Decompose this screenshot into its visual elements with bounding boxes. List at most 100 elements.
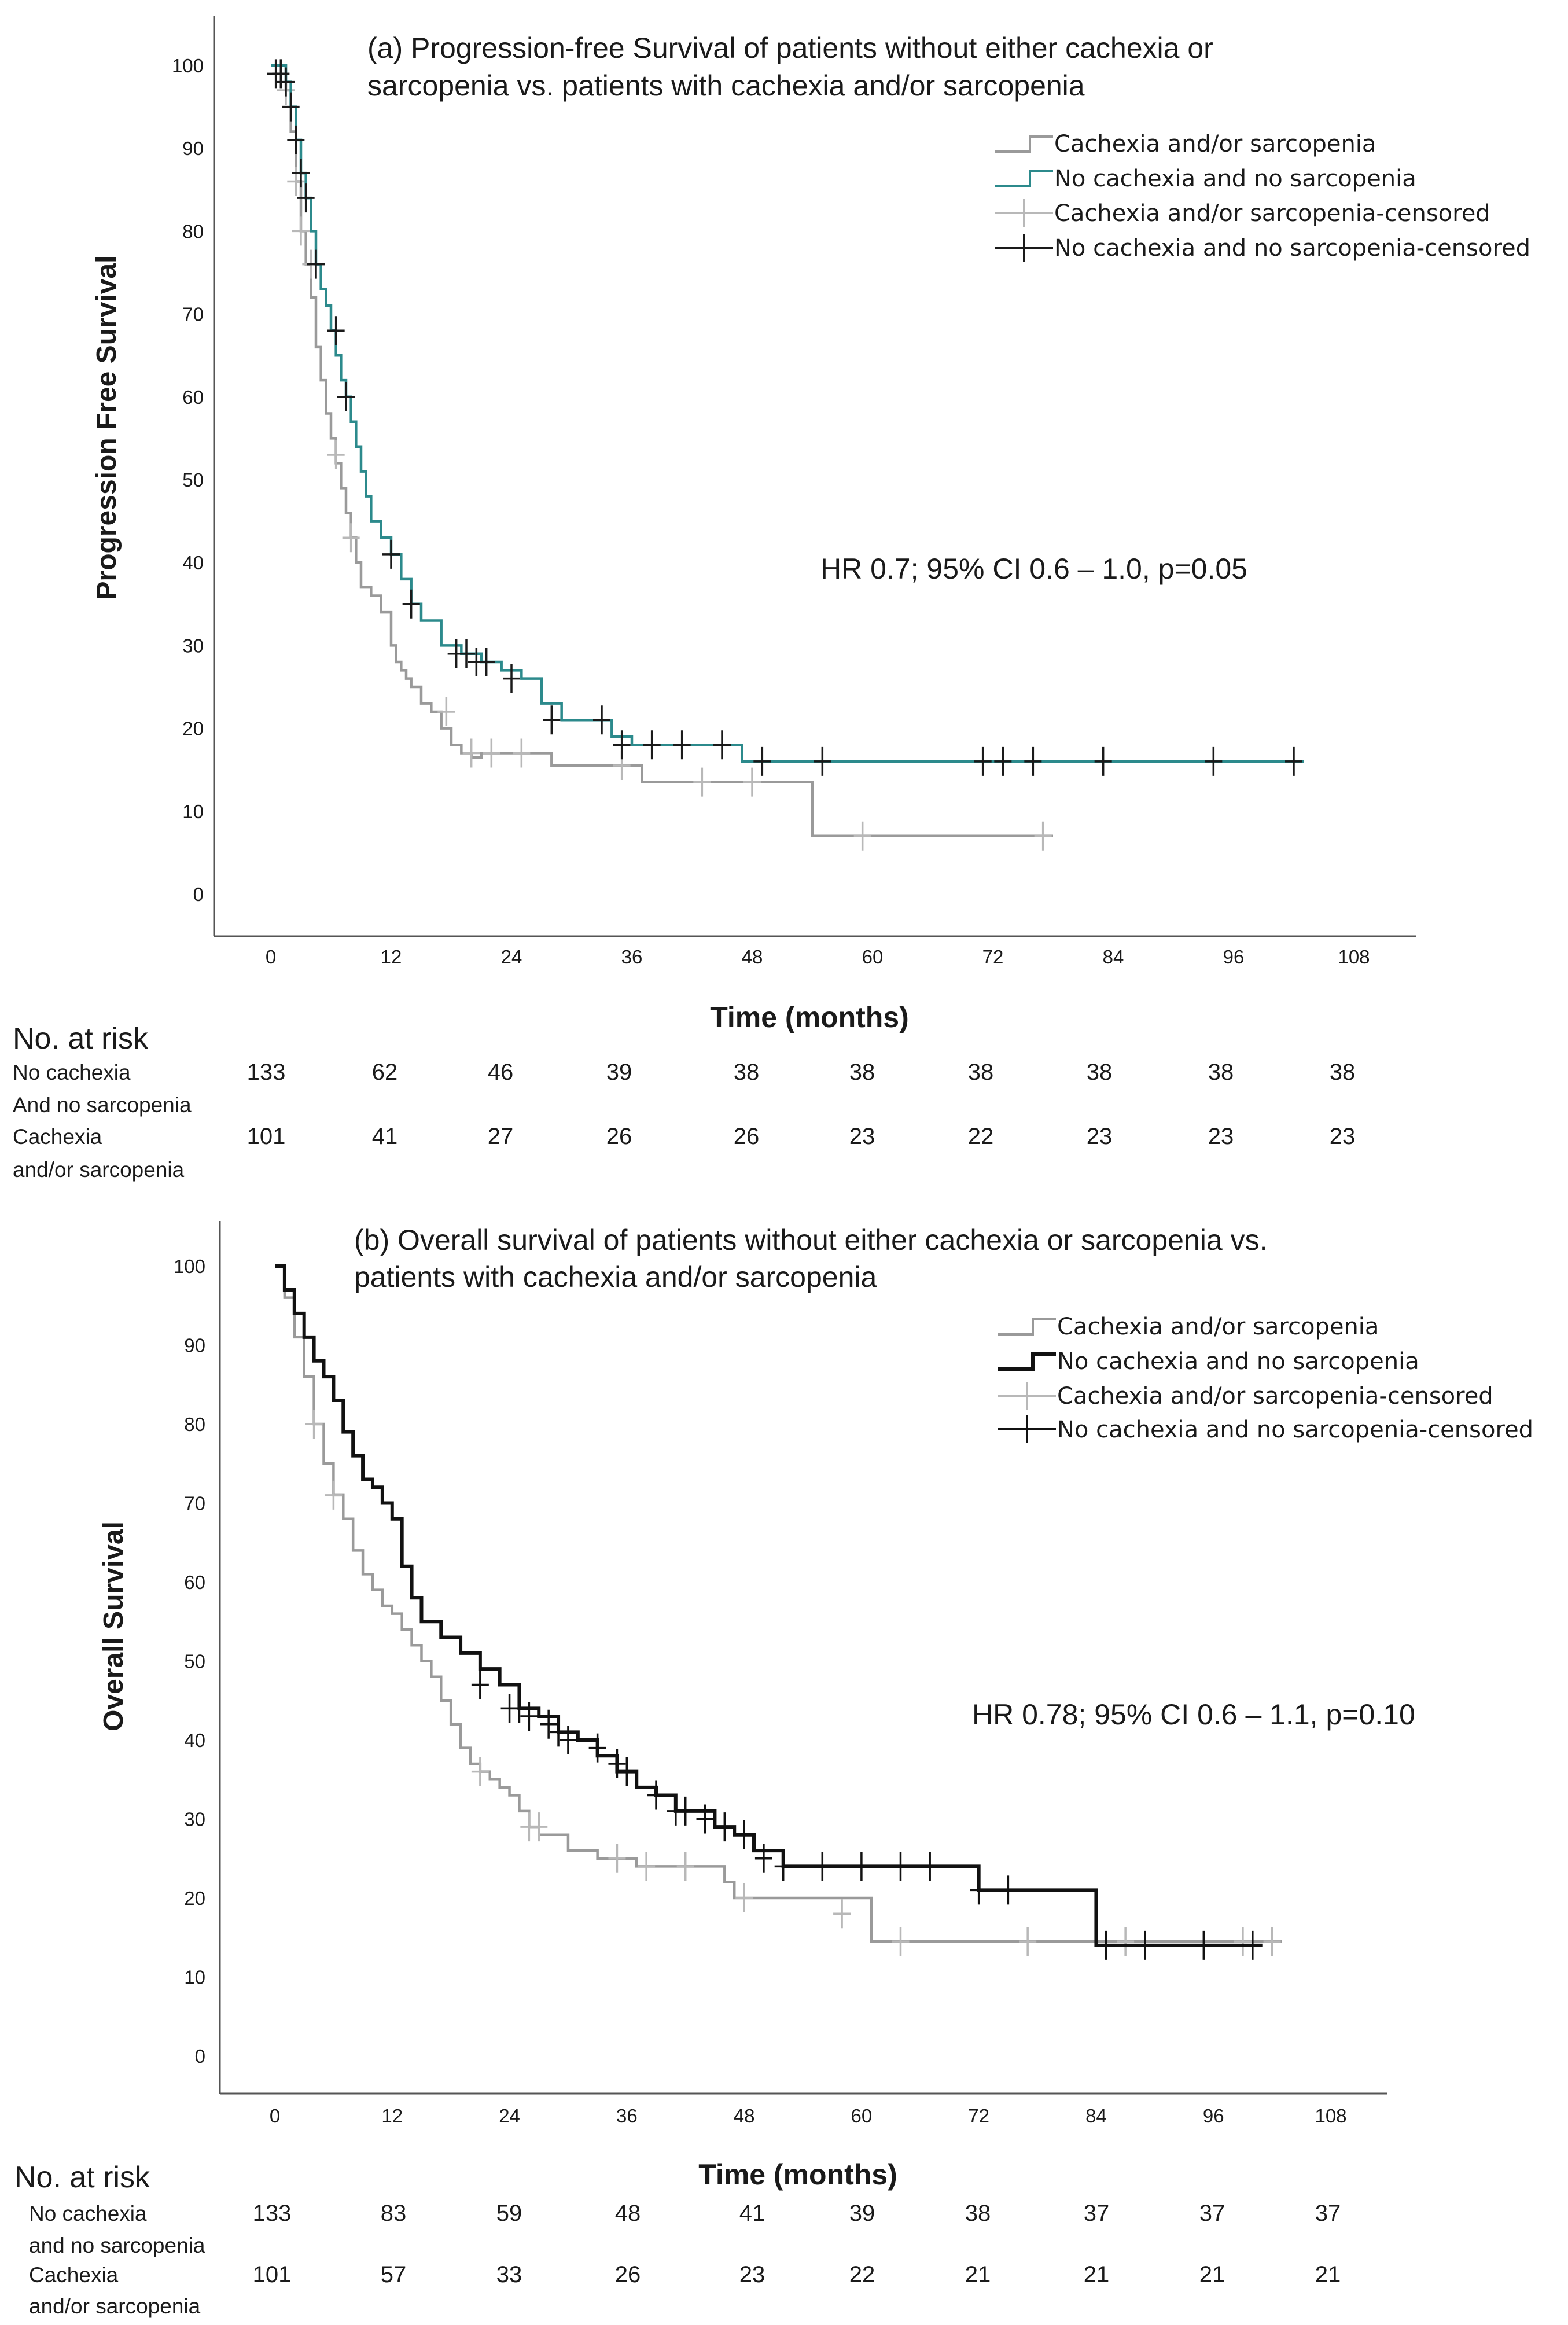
y-axis-title: Overall Survival	[98, 1521, 129, 1731]
x-tick-label: 0	[266, 946, 276, 967]
chart-title: sarcopenia vs. patients with cachexia an…	[367, 69, 1085, 102]
x-tick-label: 108	[1315, 2105, 1346, 2127]
censor-mark-cachexia-and-or-sarcopenia	[743, 767, 761, 797]
y-tick-label: 30	[184, 1809, 205, 1830]
censor-mark-no-cachexia-no-sarcopenia	[382, 539, 400, 569]
at-risk-row-label: No cachexia	[13, 1061, 131, 1084]
censor-mark-cachexia-and-or-sarcopenia	[471, 1757, 489, 1786]
censor-mark-cachexia-and-or-sarcopenia	[1117, 1927, 1135, 1956]
censor-mark-cachexia-and-or-sarcopenia	[462, 738, 480, 768]
x-tick-label: 24	[499, 2105, 520, 2127]
censor-mark-no-cachexia-no-sarcopenia	[647, 1780, 665, 1810]
x-tick-label: 72	[968, 2105, 989, 2127]
censor-mark-no-cachexia-no-sarcopenia	[458, 639, 475, 668]
at-risk-value: 22	[968, 1124, 994, 1149]
censor-mark-no-cachexia-no-sarcopenia	[550, 1717, 568, 1747]
censor-mark-no-cachexia-no-sarcopenia	[1205, 746, 1223, 776]
censor-mark-no-cachexia-no-sarcopenia	[735, 1820, 753, 1849]
x-tick-label: 108	[1338, 946, 1370, 967]
y-tick-label: 70	[182, 304, 204, 325]
censor-mark-cachexia-and-or-sarcopenia	[513, 738, 531, 768]
censor-mark-cachexia-and-or-sarcopenia	[608, 1844, 626, 1873]
at-risk-value: 41	[372, 1124, 398, 1149]
at-risk-value: 21	[1084, 2262, 1110, 2287]
censor-mark-no-cachexia-no-sarcopenia	[1024, 746, 1042, 776]
x-tick-label: 72	[982, 946, 1004, 967]
x-axis-title: Time (months)	[698, 2158, 897, 2191]
at-risk-value: 57	[381, 2262, 407, 2287]
chart-title: (b) Overall survival of patients without…	[354, 1224, 1268, 1256]
panel-a: 0 10 20 30 40 50 60 70 80 90 100 0 12 24 36 48 60 72 84 96 1…	[13, 16, 1530, 1182]
y-tick-label: 0	[193, 884, 204, 905]
x-tick-label: 36	[621, 946, 643, 967]
at-risk-value: 101	[247, 1124, 286, 1149]
censor-mark-no-cachexia-no-sarcopenia	[1094, 746, 1112, 776]
at-risk-value: 101	[253, 2262, 292, 2287]
series-line-no-cachexia-no-sarcopenia	[271, 64, 1304, 763]
legend-swatch	[998, 1382, 1056, 1410]
censor-mark-cachexia-and-or-sarcopenia	[1034, 821, 1052, 851]
censor-mark-no-cachexia-no-sarcopenia	[277, 67, 295, 97]
y-tick-label: 10	[184, 1967, 205, 1988]
at-risk-value: 38	[849, 1060, 875, 1085]
censor-mark-no-cachexia-no-sarcopenia	[618, 1757, 636, 1786]
y-tick-label: 70	[184, 1493, 205, 1514]
y-tick-label: 90	[182, 138, 204, 159]
at-risk-row-label: and/or sarcopenia	[29, 2294, 201, 2318]
at-risk-value: 38	[1208, 1060, 1234, 1085]
x-tick-label: 24	[501, 946, 522, 967]
y-tick-label: 60	[184, 1572, 205, 1593]
censor-mark-no-cachexia-no-sarcopenia	[921, 1852, 939, 1881]
censor-mark-no-cachexia-no-sarcopenia	[608, 1749, 626, 1778]
series-line-cachexia-and-or-sarcopenia	[271, 64, 1053, 838]
legend-label: No cachexia and no sarcopenia-censored	[1054, 235, 1530, 262]
at-risk-value: 23	[739, 2262, 765, 2287]
censor-mark-no-cachexia-no-sarcopenia	[540, 1709, 558, 1739]
censor-mark-no-cachexia-no-sarcopenia	[292, 159, 310, 188]
y-tick-label: 100	[174, 1256, 205, 1277]
censor-mark-no-cachexia-no-sarcopenia	[1243, 1930, 1261, 1960]
x-tick-label: 60	[862, 946, 884, 967]
chart-title: patients with cachexia and/or sarcopenia	[354, 1261, 877, 1293]
at-risk-value: 26	[606, 1124, 632, 1149]
x-tick-label: 48	[742, 946, 763, 967]
y-tick-label: 100	[172, 55, 204, 76]
at-risk-value: 21	[965, 2262, 991, 2287]
at-risk-value: 23	[849, 1124, 875, 1149]
x-tick-label: 96	[1223, 946, 1245, 967]
censor-mark-cachexia-and-or-sarcopenia	[892, 1927, 910, 1956]
x-tick-label: 84	[1103, 946, 1124, 967]
x-tick-label: 96	[1203, 2105, 1224, 2127]
at-risk-value: 59	[496, 2201, 522, 2226]
at-risk-value: 21	[1199, 2262, 1225, 2287]
censor-mark-no-cachexia-no-sarcopenia	[994, 746, 1012, 776]
at-risk-value: 39	[849, 2201, 875, 2226]
censor-mark-no-cachexia-no-sarcopenia	[297, 183, 315, 213]
at-risk-value: 37	[1084, 2201, 1110, 2226]
at-risk-heading: No. at risk	[14, 2161, 150, 2194]
x-tick-label: 36	[616, 2105, 638, 2127]
censor-mark-cachexia-and-or-sarcopenia	[483, 738, 500, 768]
censor-mark-cachexia-and-or-sarcopenia	[735, 1883, 753, 1912]
censor-mark-cachexia-and-or-sarcopenia	[1019, 1927, 1037, 1956]
y-tick-label: 40	[182, 552, 204, 573]
censor-mark-no-cachexia-no-sarcopenia	[754, 1844, 772, 1873]
censor-mark-no-cachexia-no-sarcopenia	[716, 1812, 734, 1842]
at-risk-value: 37	[1199, 2201, 1225, 2226]
censor-mark-no-cachexia-no-sarcopenia	[287, 125, 305, 154]
at-risk-value: 26	[615, 2262, 641, 2287]
x-tick-label: 48	[734, 2105, 755, 2127]
legend-label: No cachexia and no sarcopenia	[1057, 1348, 1419, 1375]
censor-mark-no-cachexia-no-sarcopenia	[713, 730, 731, 760]
x-tick-label: 12	[381, 946, 402, 967]
y-tick-label: 40	[184, 1730, 205, 1751]
legend-label: No cachexia and no sarcopenia-censored	[1057, 1417, 1533, 1443]
censor-mark-cachexia-and-or-sarcopenia	[530, 1812, 548, 1842]
at-risk-value: 46	[488, 1060, 514, 1085]
at-risk-value: 83	[381, 2201, 407, 2226]
at-risk-value: 23	[1330, 1124, 1356, 1149]
chart-title: (a) Progression-free Survival of patient…	[367, 32, 1213, 64]
at-risk-heading: No. at risk	[13, 1022, 149, 1055]
hazard-ratio-annotation: HR 0.7; 95% CI 0.6 – 1.0, p=0.05	[820, 553, 1247, 585]
censor-mark-no-cachexia-no-sarcopenia	[588, 1733, 606, 1763]
